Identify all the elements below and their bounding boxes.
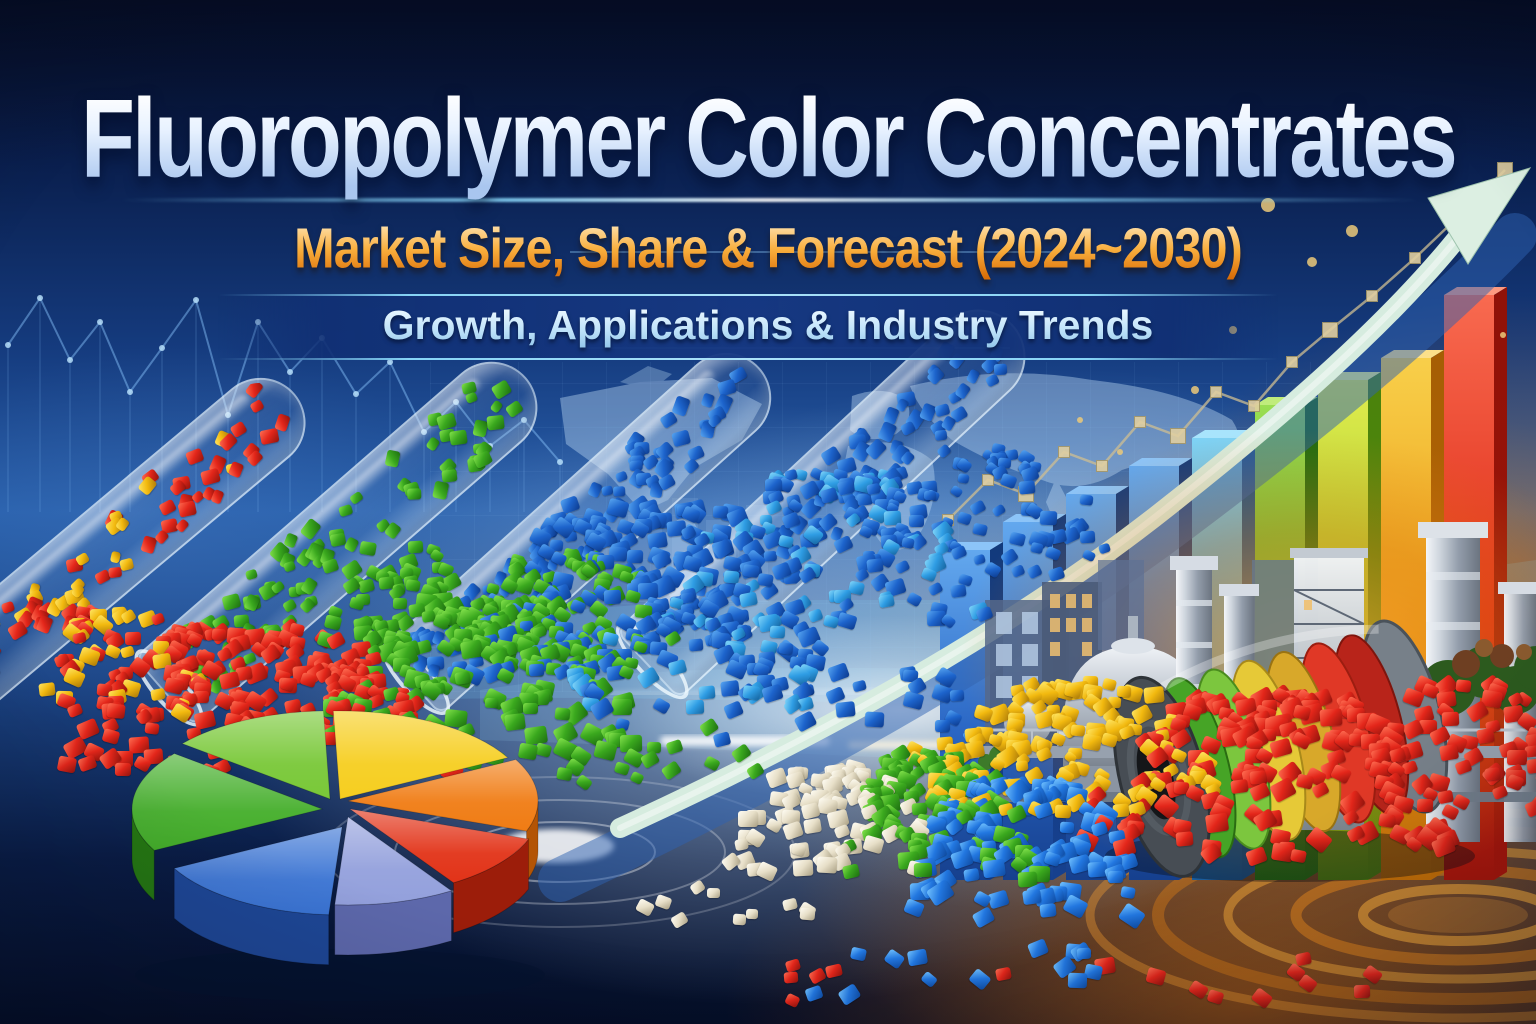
pellet: [1506, 749, 1527, 766]
title-flare-line: [120, 198, 1420, 202]
banner-subtitle: Market Size, Share & Forecast (2024~2030…: [77, 216, 1459, 281]
pie-reflection: [135, 949, 545, 1001]
pellet: [935, 720, 950, 732]
trend-marker: [1058, 446, 1070, 458]
band-border-bottom: [218, 358, 1278, 360]
banner-title: Fluoropolymer Color Concentrates: [61, 78, 1474, 200]
pie-slice-sheen: [174, 827, 342, 915]
trend-marker: [1366, 290, 1378, 302]
pellet: [909, 515, 924, 527]
pellet: [738, 811, 759, 828]
trend-marker: [1409, 252, 1421, 264]
trend-marker: [1210, 386, 1222, 398]
bar-top-face: [940, 542, 1003, 550]
pie-slice-sheen: [334, 817, 452, 905]
trend-line-graphic: [942, 162, 1513, 526]
pie-slice-sheen: [333, 711, 508, 799]
banner-tagline: Growth, Applications & Industry Trends: [0, 302, 1536, 349]
tagline-band: [218, 294, 1278, 360]
pie-slice-sheen: [132, 753, 322, 851]
trend-marker: [982, 474, 994, 486]
pellet: [1261, 729, 1277, 741]
pellet: [193, 690, 210, 704]
pie-slice-sheen: [350, 809, 529, 883]
trend-marker: [1170, 428, 1186, 444]
trend-marker: [1134, 416, 1146, 428]
pellet: [611, 698, 632, 716]
trend-marker: [1096, 460, 1108, 472]
pie-slice-sheen: [182, 711, 330, 799]
pellet: [523, 702, 538, 715]
bar-top-face: [1192, 430, 1255, 438]
pellet: [765, 478, 782, 493]
pie-slice-sheen: [348, 759, 539, 832]
trend-marker: [1286, 356, 1298, 368]
trend-marker: [1248, 400, 1260, 412]
trend-marker: [1322, 322, 1338, 338]
band-border-top: [218, 294, 1278, 296]
